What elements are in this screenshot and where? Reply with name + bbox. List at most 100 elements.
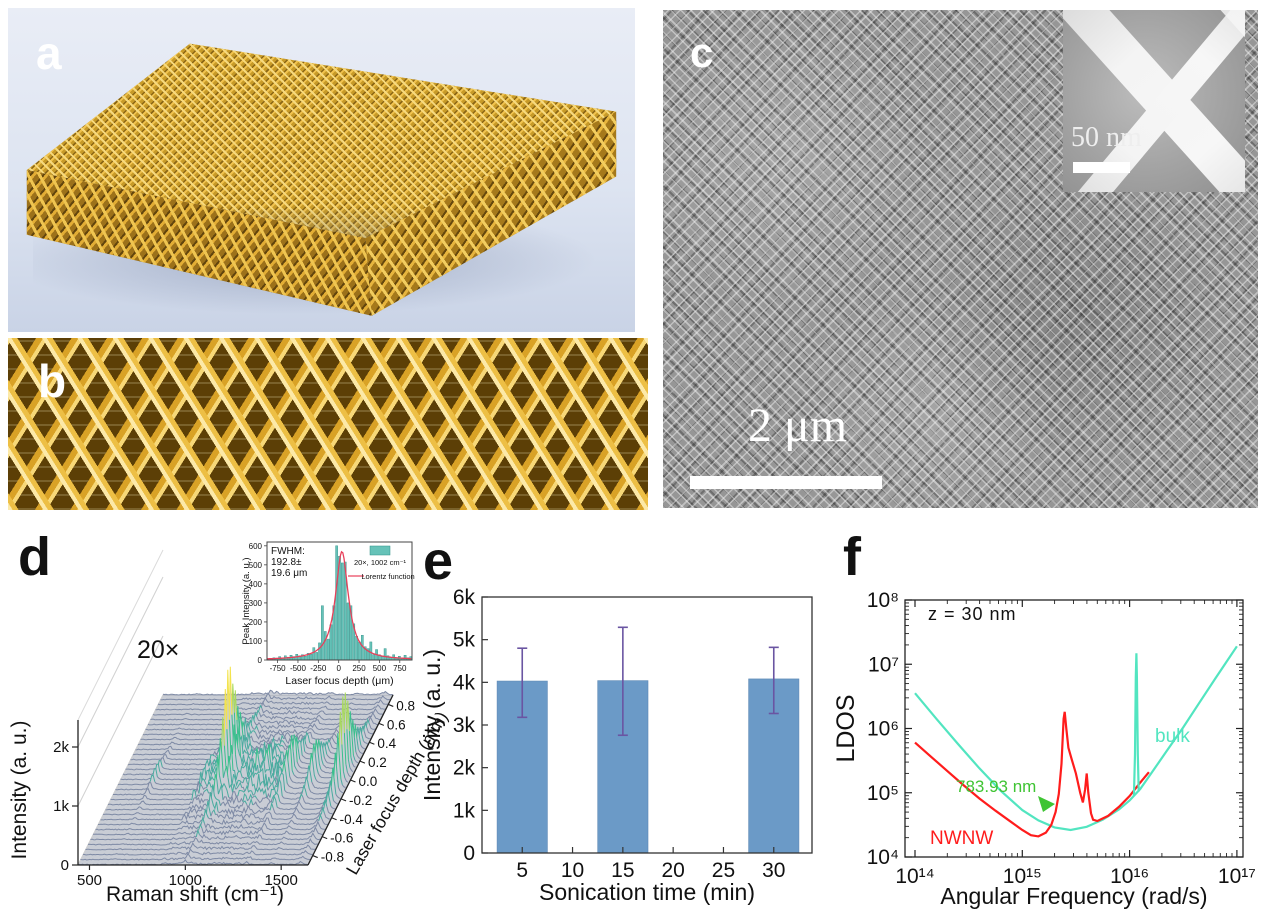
f-y-tick-label: 10⁷: [868, 653, 899, 676]
hist-bar: [318, 642, 321, 661]
e-x-tick-label: 15: [611, 859, 634, 882]
e-x-tick-label: 25: [712, 859, 735, 882]
hist-bar: [335, 545, 338, 661]
d-z-tick-label: 0.0: [359, 774, 378, 789]
inset-x-tick: 0: [336, 664, 341, 673]
d-y-tick-label: 2k: [53, 739, 69, 756]
hist-bar: [341, 562, 344, 661]
d-xlabel: Raman shift (cm⁻¹): [106, 883, 284, 906]
panel-f-ldos-chart: 10¹⁴ 10¹⁵ 10¹⁶ 10¹⁷ 10⁴ 10⁵ 10⁶ 10⁷ 10⁸ Angular F…: [832, 589, 1256, 909]
sem-scalebar: [690, 476, 882, 489]
f-ylabel: LDOS: [832, 694, 860, 762]
panel-label-e: e: [423, 531, 454, 591]
hist-bar: [346, 602, 350, 661]
d-x-tick-label: 1500: [264, 872, 297, 889]
f-bulk-spike: [1132, 653, 1140, 797]
e-y-tick-label: 0: [463, 842, 475, 865]
panel-label-f: f: [843, 527, 861, 587]
hist-bar: [358, 641, 361, 661]
e-x-tick-label: 10: [561, 859, 584, 882]
inset-axes: -750 -500 -250 0 250 500 750 0 100 200 300 400 500 60…: [241, 542, 407, 687]
d-annotation-magnification: 20×: [137, 636, 179, 664]
inset-y-tick: 100: [249, 637, 263, 646]
inset-xlabel: Laser focus depth (μm): [285, 675, 393, 687]
inset-x-tick: 750: [393, 664, 407, 673]
e-ylabel: Intensity (a. u.): [419, 649, 445, 801]
e-error-bar: [768, 646, 779, 715]
f-axes: 10¹⁴ 10¹⁵ 10¹⁶ 10¹⁷ 10⁴ 10⁵ 10⁶ 10⁷ 10⁸ Angular F…: [832, 589, 1256, 909]
d-z-tick-label: 0.4: [377, 736, 396, 751]
panel-b-render: [8, 338, 648, 510]
sem-scalebar-label: 2 μm: [748, 399, 848, 452]
e-x-tick-label: 30: [762, 859, 785, 882]
inset-x-tick: 500: [373, 664, 387, 673]
f-y-tick-label: 10⁵: [867, 782, 899, 805]
hist-bar: [312, 647, 316, 661]
e-y-tick-label: 1k: [453, 799, 476, 822]
d-z-tick-label: -0.8: [321, 850, 344, 865]
legend-label-lorentz: Lorentz function: [361, 572, 414, 581]
f-x-tick-label: 10¹⁵: [1003, 865, 1042, 888]
d-z-tick-label: 0.2: [368, 755, 387, 770]
hist-bar: [309, 654, 313, 661]
panel-d-waterfall-chart: 500 1000 150001k2k-0.8-0.6-0.4-0.20.00.20.…: [8, 549, 452, 906]
wall-gridline: [77, 635, 164, 807]
inset-scalebar-label: 50 nm: [1071, 122, 1142, 153]
f-x-tick-label: 10¹⁴: [895, 865, 934, 888]
hist-bar: [315, 652, 318, 661]
f-x-tick-label: 10¹⁶: [1110, 865, 1149, 888]
e-axes: 5 10 15 20 25 30 0 1k 2k 3k 4k 5k 6k Sonication time …: [419, 586, 785, 905]
inset-y-tick: 500: [249, 561, 263, 570]
f-xlabel: Angular Frequency (rad/s): [940, 883, 1207, 909]
panel-c-sem: 50 nm 2 μm: [663, 10, 1258, 508]
f-curve-bulk: [914, 645, 1238, 832]
e-xlabel: Sonication time (min): [539, 879, 755, 905]
e-x-tick-label: 5: [516, 859, 528, 882]
d-ylabel: Intensity (a. u.): [8, 721, 31, 860]
inset-y-tick: 300: [249, 599, 263, 608]
hist-bar: [369, 641, 373, 661]
panel-e-bar-chart: 5 10 15 20 25 30 0 1k 2k 3k 4k 5k 6k Sonication time …: [419, 586, 813, 905]
f-y-tick-label: 10⁸: [867, 589, 899, 612]
inset-x-tick: -250: [310, 664, 327, 673]
e-y-tick-label: 6k: [453, 586, 476, 609]
inset-y-tick: 200: [249, 618, 263, 627]
panel-d-inset-histogram: -750 -500 -250 0 250 500 750 0 100 200 300 400 500 60…: [241, 541, 415, 687]
d-y-tick-label: 0: [61, 857, 69, 874]
e-bars: [496, 626, 800, 854]
hist-bar: [303, 655, 307, 661]
d-y-tick-label: 1k: [53, 798, 69, 815]
e-error-bar: [617, 626, 628, 737]
e-y-tick-label: 3k: [453, 714, 476, 737]
panel-label-c: c: [690, 29, 714, 76]
hist-bar: [355, 636, 358, 661]
f-annotation-z: z = 30 nm: [928, 604, 1017, 624]
f-wavelength-marker-triangle: [1038, 796, 1055, 812]
waterfall-rows: [77, 666, 394, 866]
hist-bar: [380, 656, 384, 661]
e-y-tick-label: 2k: [453, 757, 476, 780]
hist-bar: [321, 605, 324, 661]
e-y-tick-label: 5k: [453, 629, 476, 652]
f-wavelength-annotation: 783.93 nm: [956, 777, 1036, 796]
panel-label-b: b: [38, 355, 67, 407]
hist-bar: [372, 654, 376, 661]
d-x-tick-label: 500: [77, 872, 102, 889]
panel-label-a: a: [36, 27, 62, 79]
f-curve-nwnw: [914, 711, 1150, 838]
legend-label-histogram: 20×, 1002 cm⁻¹: [354, 558, 407, 567]
e-y-tick-label: 4k: [453, 671, 476, 694]
inset-x-tick: 250: [352, 664, 366, 673]
inset-ylabel: Peak Intensity (a. u.): [241, 557, 252, 644]
inset-y-tick: 600: [249, 542, 263, 551]
f-y-tick-label: 10⁶: [867, 718, 899, 741]
hist-bar: [383, 648, 387, 661]
f-label-bulk: bulk: [1155, 726, 1190, 747]
hist-bar: [403, 655, 407, 661]
lorentz-fit-curve: [267, 550, 412, 660]
e-error-bar: [517, 647, 528, 719]
hist-bar: [329, 624, 333, 661]
panel-c-inset-sem: 50 nm: [1063, 10, 1245, 192]
e-x-tick-label: 20: [661, 859, 684, 882]
